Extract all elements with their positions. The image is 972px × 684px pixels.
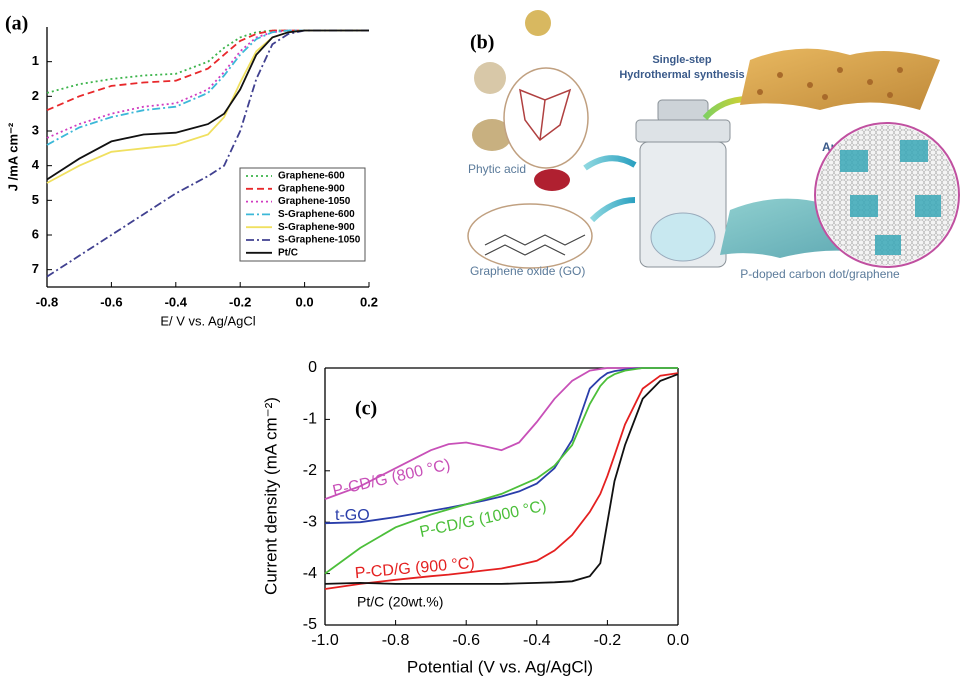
series-line: [46, 29, 369, 139]
y-tick-label: -1: [303, 411, 317, 428]
series-label: t-GO: [335, 507, 370, 524]
label: Hydrothermal synthesis: [619, 69, 744, 81]
series-label: Pt/C (20wt.%): [357, 594, 443, 610]
graphene-sheet: [740, 48, 940, 110]
y-tick-label: -2: [303, 462, 317, 479]
x-tick-label: -0.8: [36, 294, 58, 309]
solution: [650, 212, 716, 262]
series-line: [324, 367, 678, 525]
y-tick-label: 3: [32, 122, 39, 137]
series-line: [46, 29, 369, 181]
label: Single-step: [652, 54, 712, 66]
series-line: [324, 367, 678, 500]
x-axis-title: E/ V vs. Ag/AgCl: [160, 313, 255, 328]
label: Graphene oxide (GO): [470, 264, 585, 278]
bean-icon: [534, 169, 570, 191]
panel-label: (b): [470, 32, 494, 54]
legend-label: Pt/C: [278, 247, 298, 258]
y-tick-label: -5: [303, 616, 317, 633]
legend-label: Graphene-900: [278, 183, 345, 194]
diagram: (b) Phytic acid Graphene oxide (GO) Sing…: [467, 10, 960, 281]
x-tick-label: -0.8: [382, 632, 410, 649]
arrow: [589, 197, 636, 223]
carbon-dots: [840, 140, 941, 255]
panel-label: (c): [355, 398, 377, 420]
x-tick-label: -0.2: [229, 294, 251, 309]
y-axis-title: Current density (mA cm⁻²): [261, 397, 280, 595]
x-tick-label: -0.4: [165, 294, 188, 309]
panel-label: (a): [5, 13, 28, 35]
legend-label: S-Graphene-1050: [278, 235, 361, 246]
x-tick-label: -0.6: [100, 294, 122, 309]
y-tick-label: 2: [32, 88, 39, 103]
y-tick-label: 6: [32, 226, 39, 241]
legend-label: S-Graphene-600: [278, 209, 355, 220]
molecule-bubble: [503, 67, 589, 169]
x-tick-label: -0.2: [594, 632, 622, 649]
series-line: [46, 29, 369, 94]
y-tick-label: 4: [32, 157, 40, 172]
grain-icon: [472, 119, 512, 151]
y-tick-label: 5: [32, 192, 39, 207]
go-molecule: [484, 234, 586, 256]
y-tick-label: 1: [32, 53, 39, 68]
series-line: [324, 367, 678, 575]
x-tick-label: -1.0: [311, 632, 339, 649]
y-tick-label: 7: [32, 261, 39, 276]
autoclave-lid: [657, 99, 709, 123]
series-line: [46, 29, 369, 184]
y-tick-label: -4: [303, 565, 317, 582]
x-tick-label: 0.2: [360, 294, 378, 309]
legend-label: Graphene-600: [278, 171, 345, 182]
label: Phytic acid: [468, 162, 526, 176]
x-axis-title: Potential (V vs. Ag/AgCl): [407, 657, 593, 676]
x-tick-label: -0.4: [523, 632, 551, 649]
molecule: [519, 88, 572, 142]
x-tick-label: 0.0: [667, 632, 689, 649]
legend-label: S-Graphene-900: [278, 222, 355, 233]
autoclave-cap: [635, 119, 731, 143]
arrow: [583, 155, 637, 171]
series-line: [324, 372, 679, 590]
legend-label: Graphene-1050: [278, 196, 351, 207]
y-tick-label: -3: [303, 513, 317, 530]
x-tick-label: 0.0: [296, 294, 314, 309]
seed-icon: [525, 10, 551, 36]
legend-box: [239, 167, 366, 262]
go-bubble: [467, 203, 593, 269]
series-label: P-CD/G (800 °C): [331, 456, 452, 500]
series-line: [46, 29, 369, 146]
label: P-doped carbon dot/graphene: [740, 267, 900, 281]
dots: [757, 67, 903, 100]
y-tick-label: 0: [308, 359, 317, 376]
series-line: [324, 373, 679, 585]
y-axis-title: J /mA cm⁻²: [5, 122, 20, 191]
x-tick-label: -0.6: [452, 632, 480, 649]
series-line: [46, 29, 369, 112]
series-label: P-CD/G (1000 °C): [418, 498, 548, 541]
powder-icon: [474, 62, 506, 94]
